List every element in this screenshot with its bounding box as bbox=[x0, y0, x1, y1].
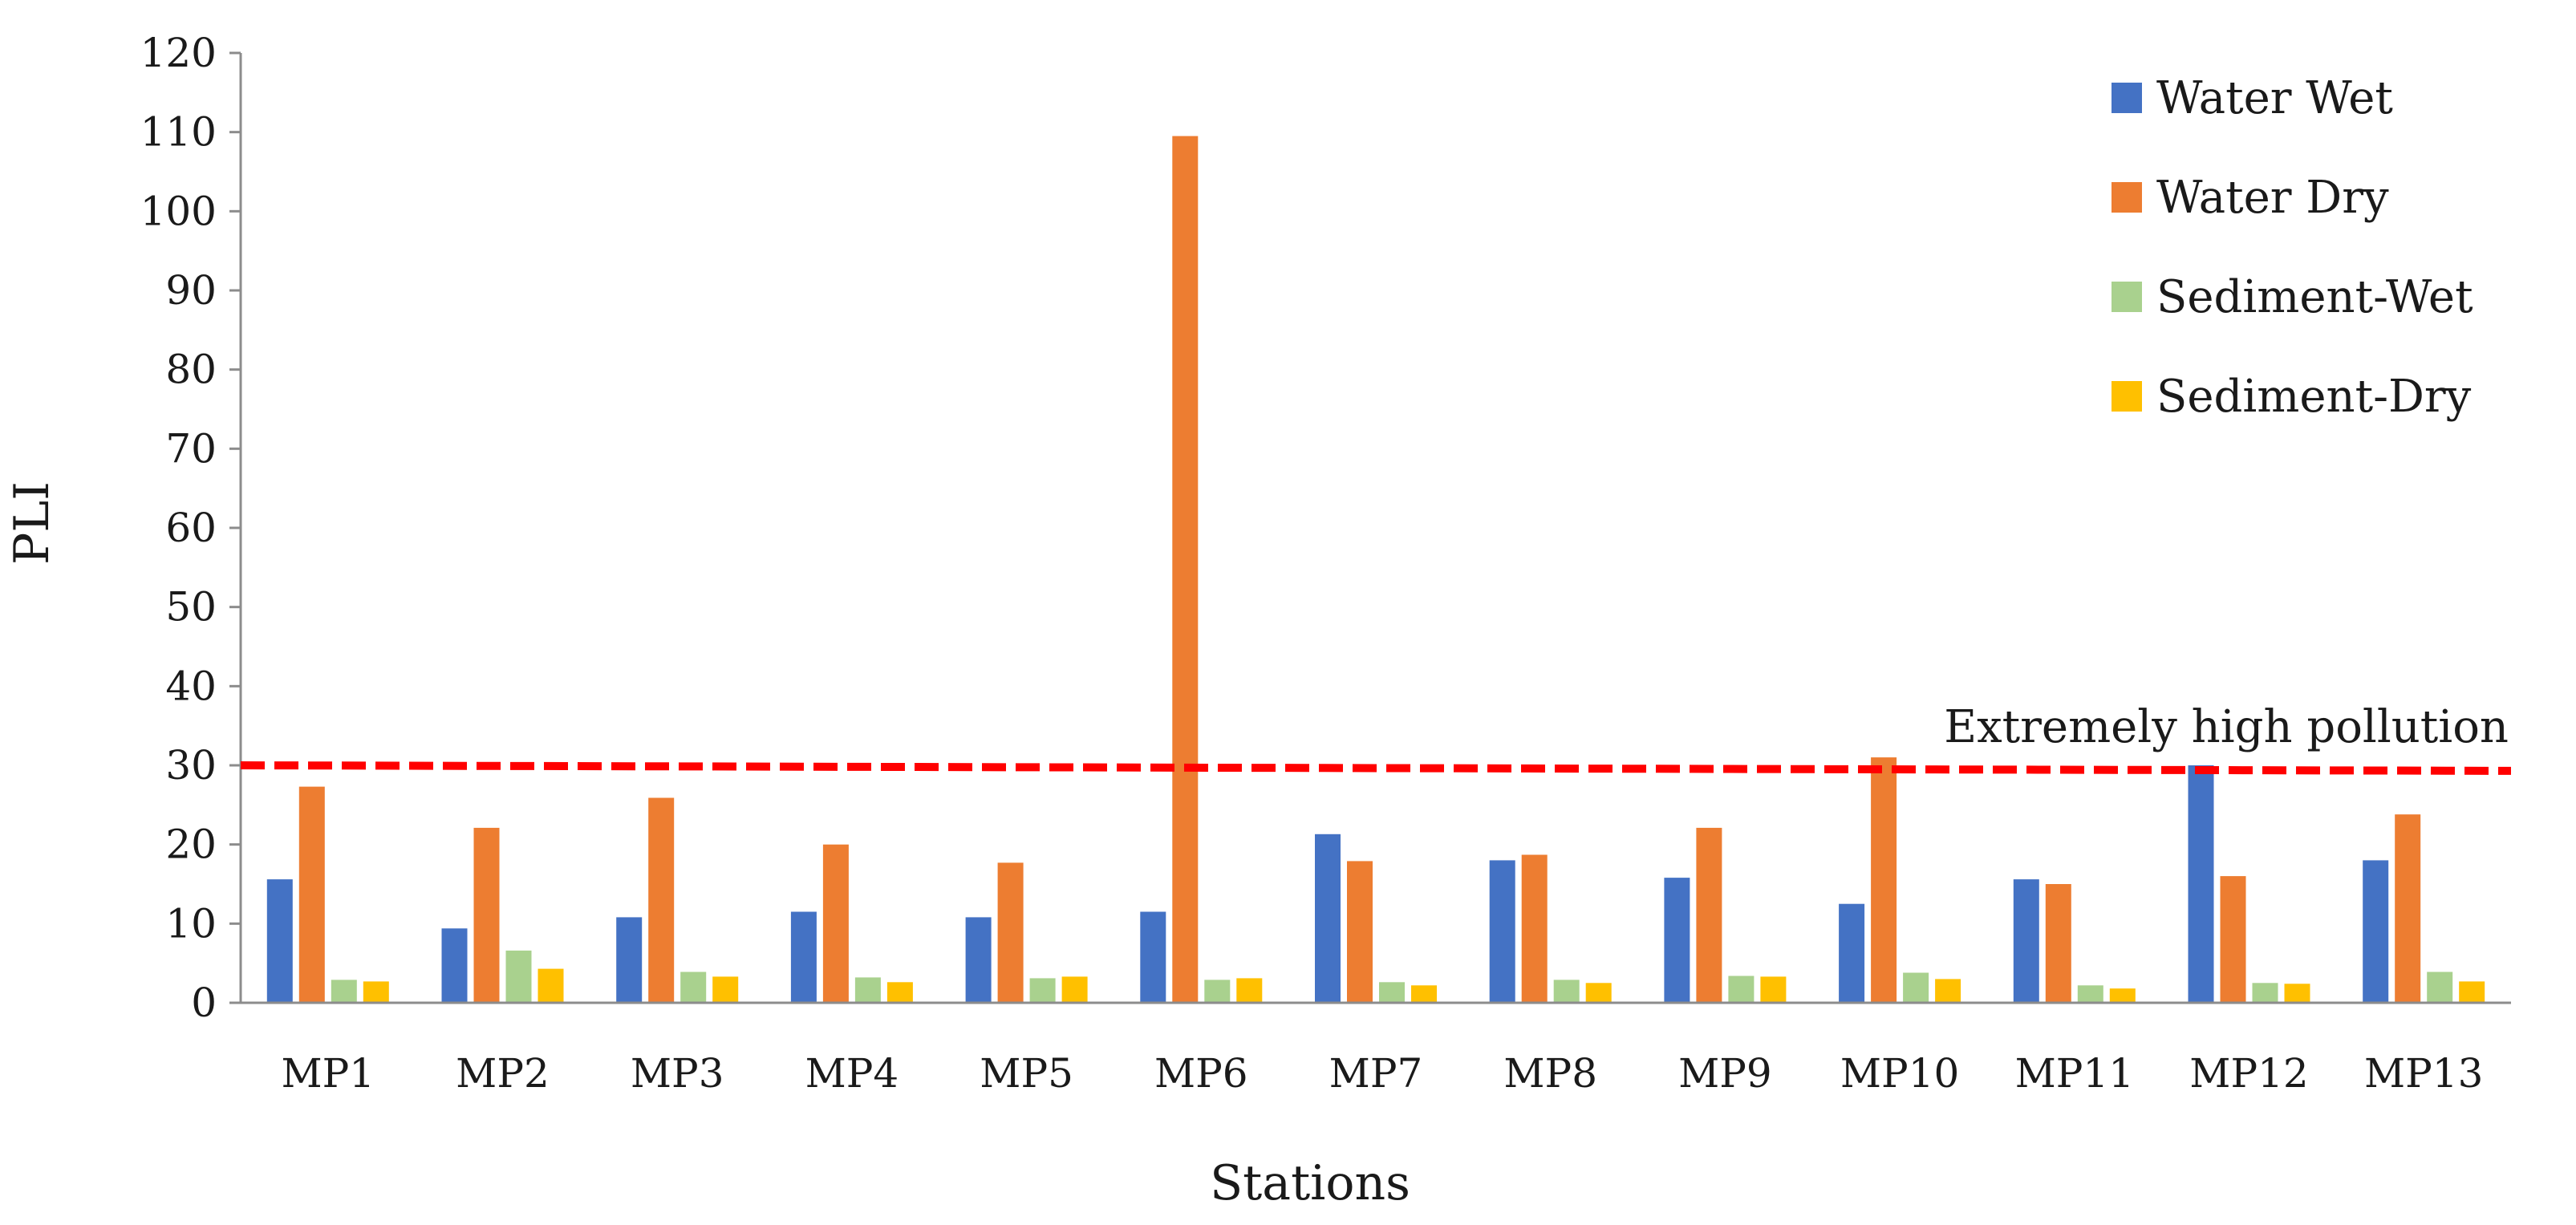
legend-label-sediment-dry: Sediment-Dry bbox=[2156, 371, 2472, 423]
y-tick-label: 20 bbox=[165, 821, 217, 868]
bar-sediment-wet-mp12 bbox=[2252, 983, 2278, 1003]
x-tick-label: MP8 bbox=[1503, 1050, 1597, 1097]
bar-sediment-dry-mp12 bbox=[2284, 984, 2310, 1003]
bar-water-dry-mp13 bbox=[2395, 814, 2421, 1003]
y-tick-label: 100 bbox=[140, 188, 217, 234]
y-tick-label: 30 bbox=[165, 742, 217, 789]
bar-sediment-wet-mp1 bbox=[331, 980, 357, 1003]
bar-sediment-dry-mp8 bbox=[1585, 983, 1612, 1003]
threshold-layer: Extremely high pollution bbox=[240, 701, 2512, 775]
bar-sediment-dry-mp7 bbox=[1411, 985, 1437, 1003]
y-tick-label: 90 bbox=[165, 267, 217, 314]
bar-water-wet-mp4 bbox=[790, 911, 817, 1003]
bar-water-wet-mp2 bbox=[441, 928, 468, 1003]
x-axis-title: Stations bbox=[1210, 1155, 1410, 1211]
y-tick-label: 60 bbox=[165, 505, 217, 551]
bar-sediment-dry-mp1 bbox=[363, 981, 389, 1003]
x-tick-label: MP3 bbox=[631, 1050, 724, 1097]
threshold-line bbox=[240, 761, 2512, 775]
bar-sediment-wet-mp9 bbox=[1728, 976, 1755, 1003]
bar-sediment-dry-mp10 bbox=[1935, 979, 1961, 1003]
legend-label-water-dry: Water Dry bbox=[2156, 172, 2389, 224]
bar-sediment-wet-mp7 bbox=[1379, 982, 1405, 1003]
bar-water-dry-mp9 bbox=[1696, 827, 1722, 1003]
bar-sediment-wet-mp6 bbox=[1204, 980, 1231, 1003]
bar-water-wet-mp9 bbox=[1664, 878, 1690, 1003]
bar-water-dry-mp6 bbox=[1172, 136, 1199, 1004]
bar-sediment-dry-mp3 bbox=[712, 976, 739, 1003]
x-tick-label: MP9 bbox=[1678, 1050, 1772, 1097]
bar-sediment-wet-mp8 bbox=[1553, 980, 1580, 1003]
bar-water-wet-mp8 bbox=[1489, 860, 1515, 1003]
legend-label-sediment-wet: Sediment-Wet bbox=[2156, 271, 2473, 323]
y-tick-label: 110 bbox=[140, 109, 217, 156]
legend-swatch-sediment-dry bbox=[2112, 381, 2142, 412]
bar-sediment-dry-mp11 bbox=[2109, 988, 2136, 1003]
bar-water-wet-mp12 bbox=[2188, 765, 2214, 1003]
y-tick-label: 40 bbox=[165, 663, 217, 709]
y-axis-title: PLI bbox=[4, 481, 60, 565]
bar-water-wet-mp11 bbox=[2013, 879, 2039, 1003]
bar-water-dry-mp2 bbox=[473, 827, 500, 1003]
x-tick-label: MP6 bbox=[1154, 1050, 1248, 1097]
bar-water-wet-mp13 bbox=[2363, 860, 2389, 1003]
bars-layer bbox=[266, 136, 2485, 1004]
x-tick-label: MP7 bbox=[1329, 1050, 1423, 1097]
threshold-label: Extremely high pollution bbox=[1944, 701, 2509, 753]
bar-sediment-wet-mp3 bbox=[680, 971, 707, 1003]
bar-water-dry-mp8 bbox=[1521, 854, 1548, 1003]
bar-water-wet-mp1 bbox=[266, 879, 293, 1003]
legend-swatch-water-wet bbox=[2112, 83, 2142, 113]
bar-water-wet-mp7 bbox=[1315, 834, 1341, 1003]
bar-water-wet-mp6 bbox=[1140, 911, 1166, 1003]
x-tick-label: MP2 bbox=[456, 1050, 550, 1097]
x-tick-label: MP13 bbox=[2364, 1050, 2483, 1097]
bar-sediment-wet-mp4 bbox=[854, 977, 881, 1003]
y-tick-label: 50 bbox=[165, 584, 217, 631]
x-tick-label: MP10 bbox=[1840, 1050, 1959, 1097]
bar-sediment-wet-mp2 bbox=[505, 950, 532, 1003]
bar-sediment-dry-mp6 bbox=[1236, 978, 1263, 1003]
bar-sediment-dry-mp9 bbox=[1760, 976, 1787, 1003]
bar-sediment-wet-mp13 bbox=[2427, 971, 2453, 1003]
y-tick-label: 10 bbox=[165, 900, 217, 947]
bar-water-wet-mp3 bbox=[616, 917, 643, 1003]
bar-sediment-dry-mp5 bbox=[1061, 976, 1088, 1003]
x-tick-label: MP11 bbox=[2015, 1050, 2134, 1097]
x-tick-label: MP1 bbox=[281, 1050, 375, 1097]
bar-sediment-dry-mp13 bbox=[2459, 981, 2485, 1003]
bar-sediment-wet-mp5 bbox=[1029, 978, 1056, 1003]
bar-water-dry-mp10 bbox=[1871, 757, 1897, 1003]
bar-water-dry-mp7 bbox=[1347, 861, 1373, 1003]
y-tick-label: 0 bbox=[191, 980, 217, 1026]
bar-water-dry-mp12 bbox=[2220, 876, 2246, 1003]
x-tick-label: MP12 bbox=[2189, 1050, 2308, 1097]
bar-water-wet-mp10 bbox=[1839, 903, 1865, 1003]
legend-label-water-wet: Water Wet bbox=[2156, 72, 2393, 124]
axes-layer: MP1 MP2 MP3 MP4 MP5 MP6 MP7 MP8 MP9 MP10 MP11 MP12 M… bbox=[140, 30, 2511, 1097]
bar-water-dry-mp4 bbox=[822, 844, 849, 1003]
bar-sediment-dry-mp4 bbox=[886, 982, 913, 1003]
bar-water-dry-mp11 bbox=[2045, 884, 2071, 1003]
y-tick-label: 80 bbox=[165, 347, 217, 393]
bar-water-dry-mp5 bbox=[997, 862, 1024, 1003]
bar-sediment-dry-mp2 bbox=[538, 968, 564, 1003]
x-tick-label: MP5 bbox=[980, 1050, 1073, 1097]
bar-sediment-wet-mp10 bbox=[1903, 972, 1929, 1003]
x-tick-label: MP4 bbox=[805, 1050, 899, 1097]
y-tick-label: 120 bbox=[140, 30, 217, 76]
legend-swatch-sediment-wet bbox=[2112, 282, 2142, 312]
legend: Water Wet Water Dry Sediment-Wet Sediment-D… bbox=[2112, 72, 2473, 423]
bar-water-wet-mp5 bbox=[965, 917, 992, 1003]
bar-water-dry-mp1 bbox=[298, 786, 325, 1003]
bar-sediment-wet-mp11 bbox=[2077, 985, 2103, 1003]
legend-swatch-water-dry bbox=[2112, 182, 2142, 213]
y-tick-label: 70 bbox=[165, 425, 217, 472]
bar-water-dry-mp3 bbox=[648, 797, 675, 1003]
